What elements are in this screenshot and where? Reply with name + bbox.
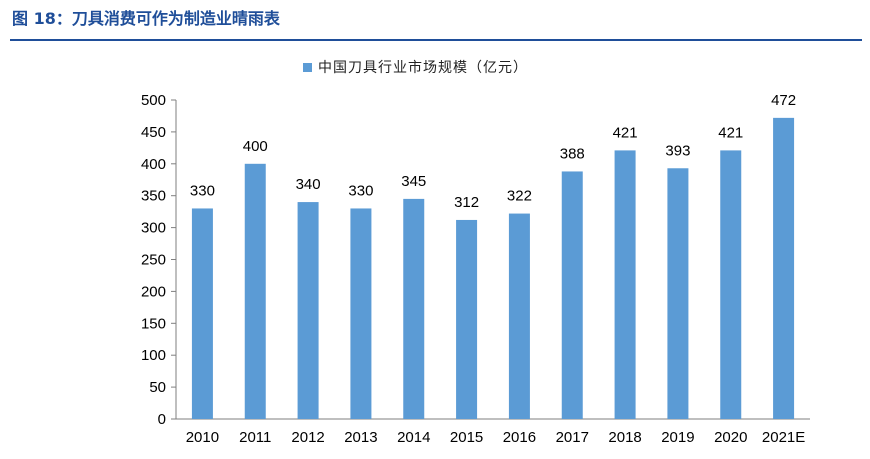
bar bbox=[191, 208, 213, 419]
bar bbox=[720, 150, 742, 420]
bar bbox=[773, 117, 795, 419]
data-label: 312 bbox=[454, 194, 479, 211]
x-tick-label: 2016 bbox=[503, 429, 536, 446]
data-label: 330 bbox=[348, 182, 373, 199]
x-tick-label: 2012 bbox=[291, 429, 324, 446]
x-tick-label: 2010 bbox=[186, 429, 219, 446]
y-tick-label: 0 bbox=[158, 411, 166, 428]
bar bbox=[456, 219, 478, 419]
y-tick-label: 500 bbox=[141, 92, 166, 109]
x-tick-label: 2017 bbox=[556, 429, 589, 446]
y-tick-label: 400 bbox=[141, 156, 166, 173]
bar bbox=[350, 208, 372, 419]
y-tick-label: 250 bbox=[141, 252, 166, 269]
legend: 中国刀具行业市场规模（亿元） bbox=[303, 58, 528, 76]
y-tick-label: 450 bbox=[141, 124, 166, 141]
data-label: 330 bbox=[190, 182, 215, 199]
x-tick-label: 2011 bbox=[239, 429, 271, 446]
title-rule bbox=[10, 39, 862, 41]
data-label: 472 bbox=[771, 92, 796, 109]
x-tick-label: 2021E bbox=[762, 429, 805, 446]
y-tick-label: 300 bbox=[141, 220, 166, 237]
x-tick-label: 2014 bbox=[397, 429, 430, 446]
bar bbox=[244, 163, 266, 419]
bar bbox=[297, 202, 319, 419]
bar bbox=[403, 198, 425, 419]
legend-swatch bbox=[303, 62, 312, 72]
y-tick-label: 200 bbox=[141, 283, 166, 300]
x-tick-label: 2015 bbox=[450, 429, 483, 446]
data-label: 421 bbox=[613, 124, 638, 141]
bar bbox=[561, 171, 583, 419]
data-label: 345 bbox=[401, 173, 426, 190]
bar bbox=[508, 213, 530, 419]
y-tick-label: 150 bbox=[141, 315, 166, 332]
x-tick-label: 2020 bbox=[714, 429, 747, 446]
data-label: 340 bbox=[296, 176, 321, 193]
bar bbox=[614, 150, 636, 420]
y-tick-label: 100 bbox=[141, 347, 166, 364]
x-tick-label: 2019 bbox=[661, 429, 694, 446]
data-label: 393 bbox=[665, 142, 690, 159]
data-label: 322 bbox=[507, 188, 532, 205]
y-tick-label: 350 bbox=[141, 188, 166, 205]
x-tick-label: 2013 bbox=[344, 429, 377, 446]
figure-title: 图 18：刀具消费可作为制造业晴雨表 bbox=[12, 9, 280, 28]
data-label: 421 bbox=[718, 124, 743, 141]
data-label: 388 bbox=[560, 145, 585, 162]
y-tick-label: 50 bbox=[149, 379, 166, 396]
data-label: 400 bbox=[243, 138, 268, 155]
legend-label: 中国刀具行业市场规模（亿元） bbox=[318, 60, 528, 76]
bar bbox=[667, 168, 689, 419]
x-tick-label: 2018 bbox=[608, 429, 641, 446]
